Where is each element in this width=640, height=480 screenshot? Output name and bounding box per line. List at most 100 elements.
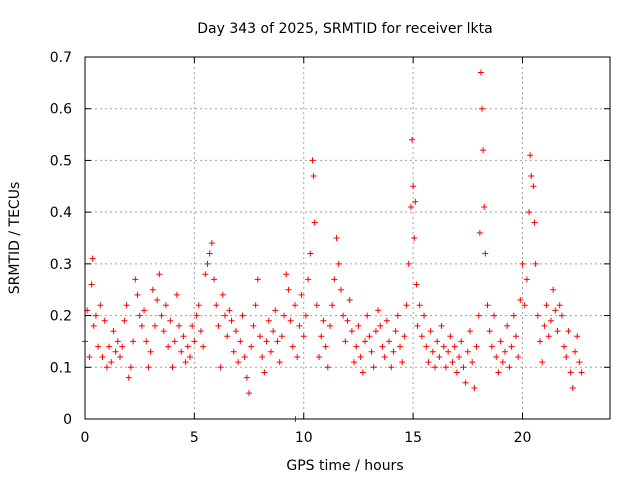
data-point [563,353,570,360]
data-point [211,276,218,283]
y-tick-label: 0.1 [50,360,72,376]
data-point [482,250,489,257]
data-point [401,333,408,340]
data-point [132,276,139,283]
data-point [442,364,449,371]
data-point [283,271,290,278]
data-point [418,333,425,340]
data-point [278,333,285,340]
data-point [250,322,257,329]
data-point [362,338,368,345]
data-point [510,312,517,319]
data-point [434,338,441,345]
data-point [541,322,548,329]
data-point [558,312,565,319]
data-point [178,348,185,355]
data-point [302,312,309,319]
data-point [445,348,452,355]
data-point [475,312,482,319]
data-point [235,359,242,366]
data-point [355,322,362,329]
data-point [578,369,585,376]
data-point [239,312,246,319]
data-point [298,291,305,298]
data-point [195,302,202,309]
data-point [353,343,360,350]
data-point [261,369,268,376]
data-point [407,203,414,210]
data-point [502,348,508,355]
x-tick-label: 0 [81,430,90,446]
data-point [106,343,113,350]
data-point [119,343,126,350]
data-point [259,353,266,360]
data-point [467,328,473,335]
x-tick-label: 10 [295,430,313,446]
y-tick-label: 0 [63,412,72,428]
data-point [436,353,443,360]
data-point [364,312,371,319]
data-point [99,353,106,360]
y-tick-label: 0.4 [50,205,72,221]
data-point [246,390,253,397]
data-point [294,353,301,360]
data-point [368,348,375,355]
y-tick-label: 0.3 [50,257,72,273]
data-point [479,105,486,112]
y-axis-ticks: 0 0.1 0.2 0.3 0.4 0.5 0.6 0.7 [50,50,610,428]
data-point [313,302,320,309]
data-point [197,328,204,335]
data-point [147,348,154,355]
data-point [316,353,323,360]
data-point [309,157,316,164]
data-point [200,343,207,350]
data-point [414,322,421,329]
data-point [388,364,395,371]
data-point [217,364,224,371]
data-point [532,260,539,267]
data-point [158,312,165,319]
data-point [460,364,467,371]
data-point [193,312,200,319]
data-point [127,364,134,371]
data-point [222,312,228,319]
data-point [449,359,456,366]
data-point [392,328,399,335]
data-point [305,276,312,283]
data-point [138,322,145,329]
data-point [405,260,412,267]
data-point [432,364,438,371]
data-point [375,307,382,314]
data-point [101,317,108,324]
data-point [296,322,303,329]
data-point [134,291,141,298]
data-point [531,219,538,226]
data-point [329,302,336,309]
data-point [499,359,506,366]
data-point [232,328,239,335]
data-point [484,302,491,309]
data-point [130,338,137,345]
x-tick-label: 20 [514,430,532,446]
chart-title: Day 343 of 2025, SRMTID for receiver lkt… [197,21,492,37]
x-tick-label: 5 [190,430,199,446]
data-point [357,353,364,360]
data-point [517,297,524,304]
data-point [136,312,143,319]
data-point [491,312,498,319]
data-point [576,359,583,366]
data-point [370,364,377,371]
data-point [342,338,349,345]
y-axis-label: SRMTID / TECUs [7,182,23,295]
data-point [508,343,515,350]
data-point [471,384,478,391]
data-point [447,333,454,340]
data-point [112,348,119,355]
data-point [287,317,294,324]
data-point [440,343,447,350]
data-point [97,302,104,309]
data-point [416,302,423,309]
data-point [366,333,373,340]
data-point [160,328,167,335]
data-point [561,343,568,350]
